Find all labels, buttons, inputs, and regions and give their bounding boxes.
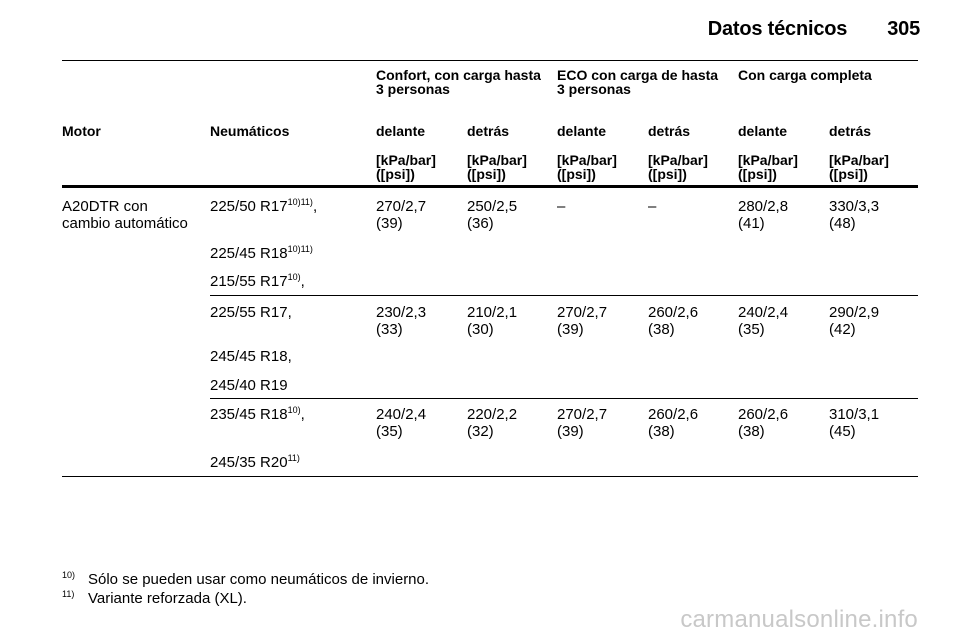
group-header-confort: Confort, con carga hasta 3 personas bbox=[376, 67, 541, 97]
group-header-full-load: Con carga completa bbox=[738, 67, 872, 83]
pressure-cell: 220/2,2 (32) bbox=[467, 406, 518, 440]
block-divider bbox=[210, 398, 918, 399]
pressure-cell: 240/2,4 (35) bbox=[738, 304, 789, 338]
page-number: 305 bbox=[887, 18, 920, 40]
table-bottom-rule bbox=[62, 476, 918, 477]
footnote-number: 11) bbox=[62, 589, 75, 599]
engine-cell: A20DTR con cambio automático bbox=[62, 198, 188, 232]
column-header-motor: Motor bbox=[62, 123, 101, 139]
page-header: Datos técnicos 305 bbox=[708, 18, 920, 41]
pressure-cell: 290/2,9 (42) bbox=[829, 304, 880, 338]
pressure-cell: 260/2,6 (38) bbox=[738, 406, 789, 440]
footnote-number: 10) bbox=[62, 570, 76, 580]
tyre-size: 215/55 R1710), bbox=[210, 272, 305, 291]
pressure-cell: 270/2,7 (39) bbox=[557, 304, 608, 338]
column-header-tyres: Neumáticos bbox=[210, 123, 290, 139]
pressure-cell: 260/2,6 (38) bbox=[648, 406, 699, 440]
column-header-front: delante bbox=[557, 123, 607, 139]
pressure-cell: 330/3,3 (48) bbox=[829, 198, 880, 232]
header-divider bbox=[62, 185, 918, 188]
footnote-text: Variante reforzada (XL). bbox=[88, 590, 247, 607]
block-divider bbox=[210, 295, 918, 296]
pressure-cell: 270/2,7 (39) bbox=[557, 406, 608, 440]
tyre-size: 245/45 R18, bbox=[210, 348, 292, 365]
group-header-eco: ECO con carga de hasta 3 personas bbox=[557, 67, 719, 97]
tyre-size: 235/45 R1810), bbox=[210, 405, 305, 424]
pressure-cell: – bbox=[557, 198, 566, 215]
pressure-cell: 210/2,1 (30) bbox=[467, 304, 518, 338]
unit-header: [kPa/bar] ([psi]) bbox=[557, 152, 617, 182]
unit-header: [kPa/bar] ([psi]) bbox=[376, 152, 436, 182]
column-header-rear: detrás bbox=[648, 123, 691, 139]
column-header-rear: detrás bbox=[829, 123, 872, 139]
tyre-size: 225/50 R1710)11), bbox=[210, 197, 318, 216]
tyre-size: 245/40 R19 bbox=[210, 377, 288, 394]
tyre-size: 225/55 R17, bbox=[210, 304, 292, 321]
tyre-size: 245/35 R2011) bbox=[210, 453, 300, 472]
section-title: Datos técnicos bbox=[707, 18, 848, 40]
pressure-cell: 280/2,8 (41) bbox=[738, 198, 789, 232]
unit-header: [kPa/bar] ([psi]) bbox=[738, 152, 798, 182]
tyre-size: 225/45 R1810)11) bbox=[210, 244, 313, 263]
header-rule bbox=[62, 60, 918, 61]
footnote-text: Sólo se pueden usar como neumáticos de i… bbox=[88, 571, 430, 588]
pressure-cell: 310/3,1 (45) bbox=[829, 406, 880, 440]
column-header-front: delante bbox=[738, 123, 788, 139]
pressure-cell: 240/2,4 (35) bbox=[376, 406, 427, 440]
pressure-cell: 260/2,6 (38) bbox=[648, 304, 699, 338]
column-header-rear: detrás bbox=[467, 123, 510, 139]
column-header-front: delante bbox=[376, 123, 426, 139]
pressure-cell: 250/2,5 (36) bbox=[467, 198, 518, 232]
unit-header: [kPa/bar] ([psi]) bbox=[467, 152, 527, 182]
unit-header: [kPa/bar] ([psi]) bbox=[648, 152, 708, 182]
pressure-cell: – bbox=[648, 198, 657, 215]
pressure-cell: 230/2,3 (33) bbox=[376, 304, 427, 338]
unit-header: [kPa/bar] ([psi]) bbox=[829, 152, 889, 182]
watermark: carmanualsonline.info bbox=[680, 606, 918, 633]
pressure-cell: 270/2,7 (39) bbox=[376, 198, 427, 232]
